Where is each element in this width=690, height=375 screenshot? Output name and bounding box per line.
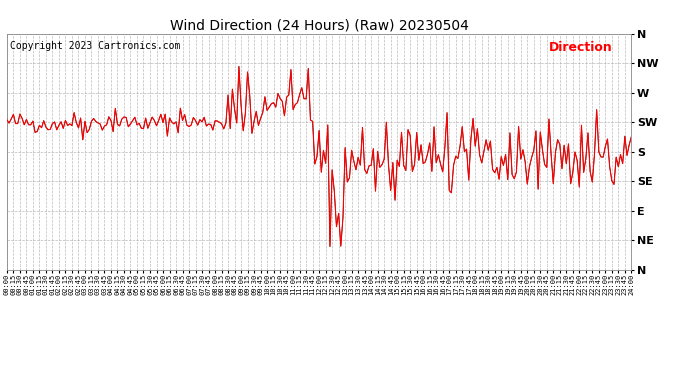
Text: Copyright 2023 Cartronics.com: Copyright 2023 Cartronics.com [10, 41, 180, 51]
Text: Direction: Direction [549, 41, 613, 54]
Title: Wind Direction (24 Hours) (Raw) 20230504: Wind Direction (24 Hours) (Raw) 20230504 [170, 19, 469, 33]
